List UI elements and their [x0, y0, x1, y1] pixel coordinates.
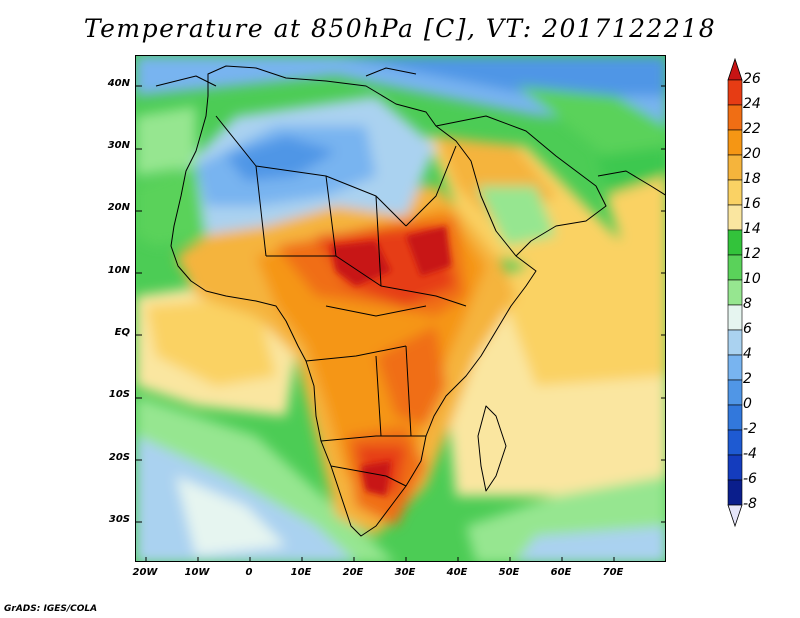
lon-tick-label: 50E — [498, 567, 520, 578]
colorbar-level-label: 0 — [743, 396, 752, 412]
colorbar-segment — [727, 129, 743, 156]
graticule-ticks — [136, 85, 665, 561]
lat-tick-label: EQ — [114, 327, 130, 338]
colorbar-segment — [727, 79, 743, 106]
lon-tick-label: 40E — [446, 567, 468, 578]
temperature-field — [136, 56, 665, 561]
colorbar-level-label: 6 — [743, 321, 752, 337]
colorbar-segment — [727, 279, 743, 306]
colorbar-level-label: 4 — [743, 346, 752, 362]
colorbar-level-label: 8 — [743, 296, 752, 312]
colorbar-segment — [727, 304, 743, 331]
chart-title: Temperature at 850hPa [C], VT: 201712221… — [83, 14, 717, 43]
colorbar-segment — [727, 404, 743, 431]
colorbar-segment — [727, 354, 743, 381]
credit-text: GrADS: IGES/COLA — [4, 604, 98, 614]
colorbar-segment — [727, 379, 743, 406]
colorbar-bottom-arrow — [727, 504, 743, 528]
lon-tick-label: 70E — [602, 567, 624, 578]
colorbar-level-label: -4 — [743, 446, 757, 462]
colorbar-segment — [727, 204, 743, 231]
lon-tick-label: 20E — [342, 567, 364, 578]
colorbar-segment — [727, 254, 743, 281]
lon-tick-label: 20W — [132, 567, 158, 578]
colorbar-level-label: 14 — [743, 221, 761, 237]
lat-tick-label: 30S — [108, 513, 130, 525]
colorbar-level-label: 24 — [743, 96, 761, 112]
colorbar-level-label: 12 — [743, 246, 761, 262]
colorbar-segment — [727, 429, 743, 456]
colorbar-segment — [727, 454, 743, 481]
colorbar-segment — [727, 229, 743, 256]
colorbar-level-label: 2 — [743, 371, 752, 387]
colorbar-level-label: 22 — [743, 121, 761, 137]
colorbar-level-label: 20 — [743, 146, 761, 162]
lat-tick-label: 40N — [107, 77, 130, 89]
colorbar-level-label: -8 — [743, 496, 757, 512]
lon-tick-label: 0 — [245, 567, 253, 578]
colorbar — [727, 58, 743, 528]
colorbar-level-label: 16 — [743, 196, 761, 212]
colorbar-level-label: -6 — [743, 471, 757, 487]
lon-tick-label: 60E — [550, 567, 572, 578]
lon-tick-label: 30E — [394, 567, 416, 578]
lon-tick-label: 10W — [184, 567, 210, 578]
colorbar-level-label: -2 — [743, 421, 757, 437]
lon-tick-label: 10E — [290, 567, 312, 578]
lat-tick-label: 20N — [107, 202, 130, 214]
colorbar-segment — [727, 104, 743, 131]
colorbar-segment — [727, 179, 743, 206]
colorbar-level-label: 18 — [743, 171, 761, 187]
lat-tick-label: 10N — [107, 264, 130, 276]
colorbar-level-label: 26 — [743, 71, 761, 87]
colorbar-top-arrow — [727, 58, 743, 81]
lat-tick-label: 30N — [107, 140, 130, 152]
colorbar-segment — [727, 154, 743, 181]
colorbar-segment — [727, 479, 743, 506]
lat-tick-label: 10S — [108, 389, 130, 401]
colorbar-level-label: 10 — [743, 271, 761, 287]
temperature-map — [135, 55, 666, 562]
coastlines — [155, 65, 665, 537]
colorbar-segment — [727, 329, 743, 356]
lat-tick-label: 20S — [108, 451, 130, 463]
